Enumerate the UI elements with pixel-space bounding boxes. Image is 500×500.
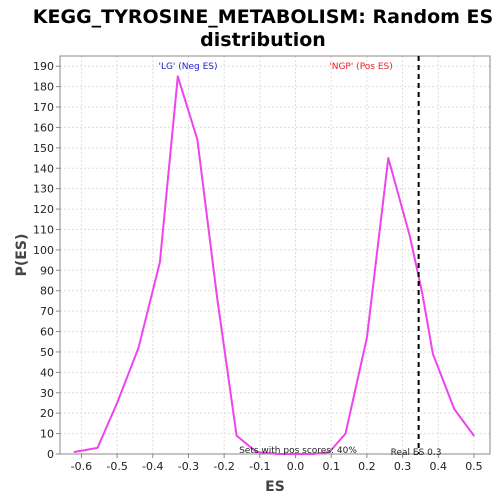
data-point [294,453,297,455]
data-point [387,157,390,159]
y-tick-label: 100 [33,244,54,257]
y-tick-label: 20 [40,407,54,420]
chart-title-line2: distribution [200,29,326,51]
data-point [473,434,475,437]
x-tick-label: 0.5 [465,460,483,473]
x-tick-label: 0.2 [358,460,376,473]
x-tick-label: 0.3 [394,460,412,473]
y-tick-label: 170 [33,101,54,114]
data-point [196,138,199,141]
y-tick-label: 190 [33,60,54,73]
y-tick-label: 140 [33,162,54,175]
axis-ticks: -0.6 -0.5 -0.4 -0.3 -0.2 -0.1 0.0 0.1 0.2 0.3 0.4 0… [33,60,483,473]
y-tick-label: 90 [40,264,54,277]
data-point [159,261,161,263]
y-tick-label: 50 [40,346,54,359]
y-tick-label: 110 [33,223,54,236]
data-point [116,402,118,404]
x-tick-label: -0.3 [178,460,199,473]
x-tick-label: -0.1 [249,460,270,473]
y-tick-label: 60 [40,326,54,339]
x-tick-label: -0.4 [142,460,163,473]
data-point [73,451,76,453]
pos-sets-label: Sets with pos scores: 40% [239,446,357,456]
y-tick-label: 10 [40,428,54,441]
x-tick-label: 0.1 [322,460,340,473]
x-tick-label: 0.0 [287,460,305,473]
y-tick-label: 0 [47,448,54,461]
grid-lines [60,56,490,455]
y-tick-label: 30 [40,387,54,400]
series-group [73,75,475,455]
data-point [328,451,331,453]
x-tick-label: 0.4 [430,460,448,473]
pos-es-label: 'NGP' (Pos ES) [329,62,393,72]
x-tick-label: -0.6 [71,460,92,473]
plot-frame [59,55,491,455]
x-axis-label: ES [265,479,285,495]
data-point [312,453,315,455]
data-point [344,432,347,435]
real-es-label: Real ES 0.3 [391,448,442,458]
data-point [276,453,279,455]
data-point [255,451,258,453]
y-tick-label: 80 [40,285,54,298]
es-distribution-line [74,75,475,455]
y-tick-label: 150 [33,142,54,155]
data-point [216,296,218,298]
y-tick-label: 70 [40,305,54,318]
y-tick-label: 130 [33,183,54,196]
x-tick-label: -0.5 [106,460,127,473]
chart-title-line1: KEGG_TYROSINE_METABOLISM: Random ES [33,6,493,28]
data-point [366,336,368,339]
y-tick-label: 160 [33,121,54,134]
data-point [453,408,456,410]
y-tick-label: 120 [33,203,54,216]
data-point [432,353,434,355]
data-point [137,347,140,349]
data-point [421,291,423,294]
data-point [235,434,238,437]
data-point [408,234,411,237]
x-tick-label: -0.2 [213,460,234,473]
y-tick-label: 180 [33,81,54,94]
y-axis-label: P(ES) [14,234,30,277]
data-point [176,75,179,78]
neg-es-label: 'LG' (Neg ES) [158,62,217,72]
y-tick-label: 40 [40,366,54,379]
data-point [96,447,99,449]
